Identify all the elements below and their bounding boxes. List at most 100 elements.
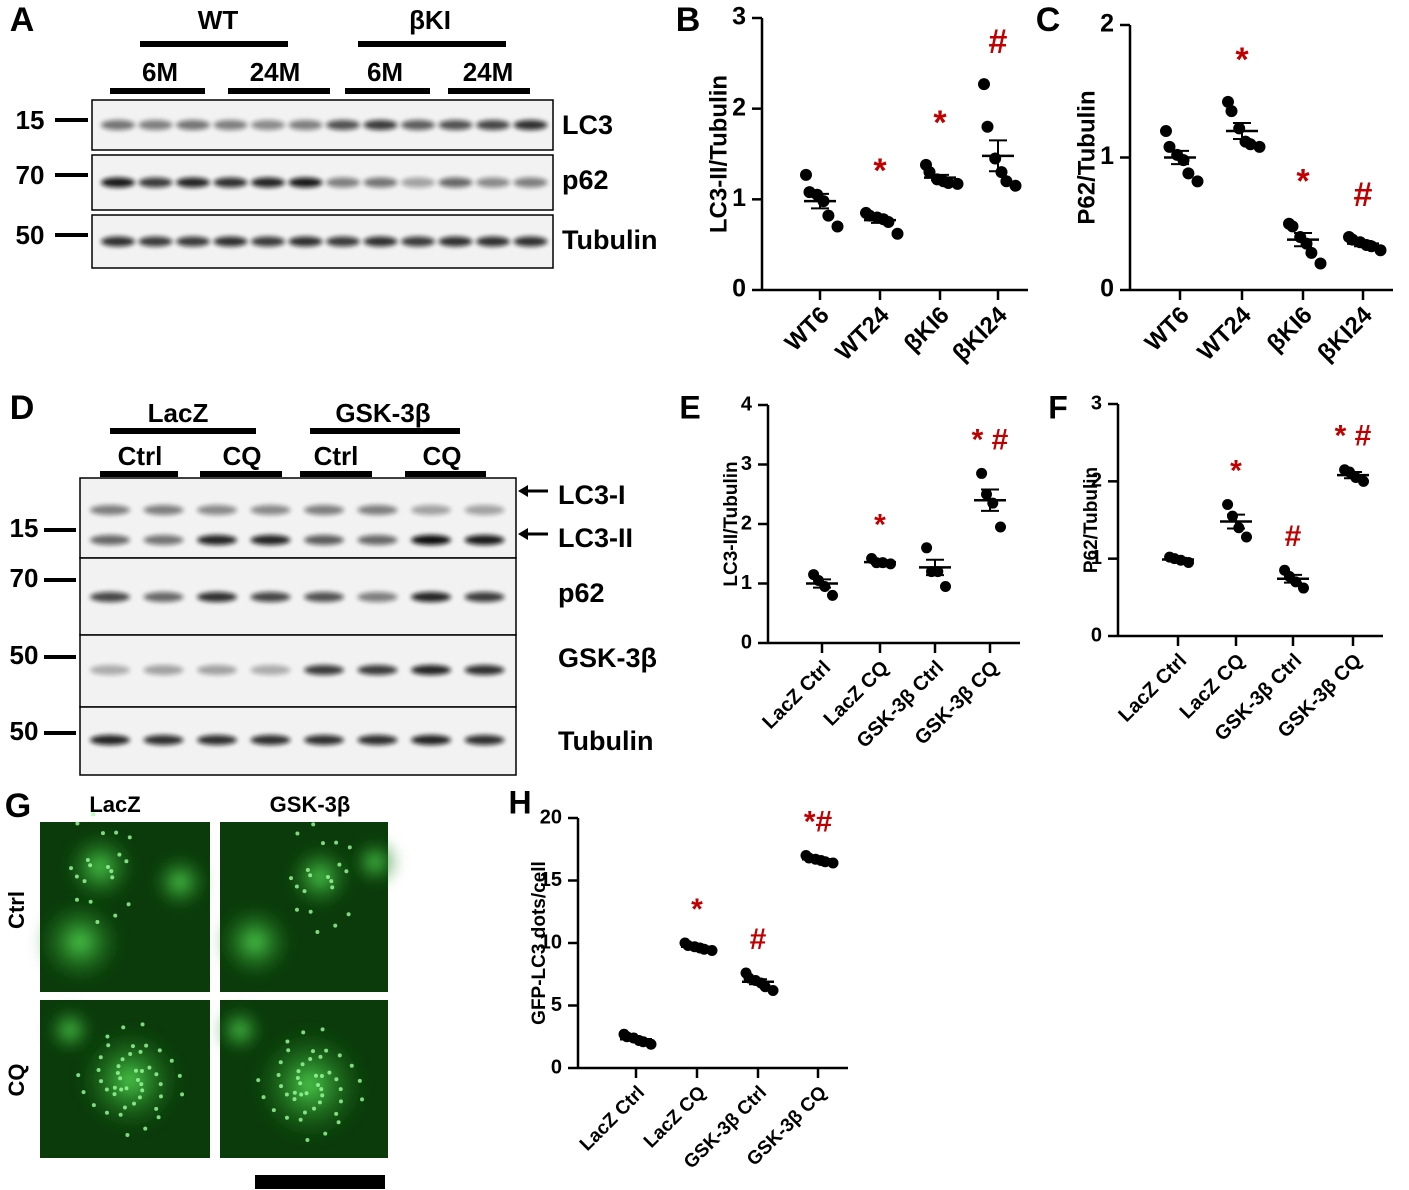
subgroup-bar	[345, 88, 430, 94]
puncta	[316, 1083, 320, 1087]
marker-label: 50	[10, 716, 39, 746]
puncta	[336, 1120, 341, 1125]
data-point	[827, 589, 838, 601]
puncta	[91, 1103, 96, 1108]
puncta	[140, 1022, 145, 1027]
puncta	[121, 1025, 126, 1030]
x-tick-label: βKI6	[1262, 302, 1318, 358]
blot-band	[401, 177, 435, 188]
significance-mark: #	[1285, 520, 1302, 553]
data-point	[976, 467, 988, 479]
puncta	[104, 1110, 109, 1115]
data-point	[1160, 125, 1172, 137]
blot-band	[250, 592, 291, 602]
data-point	[995, 521, 1006, 533]
puncta	[301, 1030, 306, 1035]
puncta	[118, 1112, 123, 1117]
marker-label: 15	[10, 513, 39, 543]
puncta	[106, 865, 110, 869]
blot-band	[101, 236, 135, 247]
blot-band	[464, 665, 505, 675]
puncta	[154, 1072, 159, 1077]
x-tick-label: WT6	[1140, 302, 1195, 357]
puncta	[278, 1060, 283, 1065]
puncta	[98, 1055, 103, 1060]
blot-band	[288, 120, 323, 130]
panel-letter: B	[676, 1, 701, 39]
blot-band	[251, 120, 285, 130]
data-point	[1298, 582, 1309, 594]
group-bar	[310, 428, 460, 434]
y-tick-label: 3	[732, 3, 746, 31]
blot-band	[411, 735, 451, 745]
puncta	[113, 913, 118, 918]
puncta	[118, 1076, 123, 1081]
subgroup-bar	[405, 471, 486, 477]
y-tick-label: 1	[741, 572, 752, 594]
blot-band	[90, 592, 130, 602]
puncta	[320, 1093, 325, 1098]
panel-letter: F	[1048, 389, 1068, 425]
blot-band	[197, 505, 237, 515]
puncta	[305, 867, 310, 872]
blot-band	[143, 505, 184, 515]
puncta	[128, 1052, 133, 1057]
data-point	[822, 209, 835, 222]
puncta	[327, 1070, 332, 1075]
marker-dash	[55, 173, 88, 177]
puncta	[333, 923, 338, 928]
puncta	[312, 1106, 317, 1111]
significance-mark: #	[750, 923, 767, 956]
band-label: LC3-II	[558, 523, 633, 553]
subgroup-label: CQ	[223, 441, 262, 471]
blot-band	[304, 592, 344, 602]
puncta	[119, 1087, 124, 1092]
puncta	[334, 1077, 339, 1082]
y-tick-label: 2	[732, 93, 746, 121]
blot-band	[213, 177, 248, 188]
puncta	[139, 1068, 144, 1073]
blot-band	[197, 592, 237, 602]
group-bar	[140, 41, 288, 47]
subgroup-bar	[448, 88, 530, 94]
blot-band	[176, 120, 210, 130]
puncta	[139, 1082, 144, 1087]
subgroup-label: Ctrl	[314, 441, 359, 471]
data-point	[1222, 499, 1234, 511]
blot-band	[176, 177, 210, 188]
subgroup-label: 6M	[142, 57, 178, 87]
group-label: LacZ	[148, 398, 209, 428]
puncta	[357, 1078, 362, 1083]
puncta	[75, 821, 80, 826]
blot-band	[464, 535, 505, 545]
marker-dash	[44, 528, 76, 532]
puncta	[109, 869, 114, 874]
puncta	[311, 822, 316, 827]
puncta	[317, 1100, 322, 1105]
puncta	[360, 1097, 365, 1102]
data-point	[1286, 220, 1299, 233]
cell	[62, 829, 138, 905]
blot-band	[197, 735, 237, 745]
blot-band	[513, 177, 548, 188]
puncta	[158, 1094, 163, 1099]
puncta	[338, 1087, 343, 1092]
puncta	[308, 1057, 313, 1062]
band-label: Tubulin	[558, 726, 653, 756]
y-tick-label: 15	[540, 869, 562, 891]
puncta	[261, 1095, 266, 1100]
puncta	[158, 1082, 163, 1087]
marker-dash	[55, 233, 88, 237]
arrow-head	[518, 528, 528, 540]
puncta	[347, 845, 352, 850]
data-point	[1374, 244, 1387, 257]
significance-mark: #	[989, 23, 1008, 61]
subgroup-label: 24M	[250, 57, 301, 87]
data-point	[981, 120, 994, 133]
y-tick-label: 0	[732, 275, 746, 303]
blot-band	[411, 592, 451, 602]
blot-band	[476, 120, 510, 130]
y-tick-label: 1	[1091, 547, 1102, 569]
group-bar	[358, 41, 506, 47]
puncta	[320, 1027, 325, 1032]
